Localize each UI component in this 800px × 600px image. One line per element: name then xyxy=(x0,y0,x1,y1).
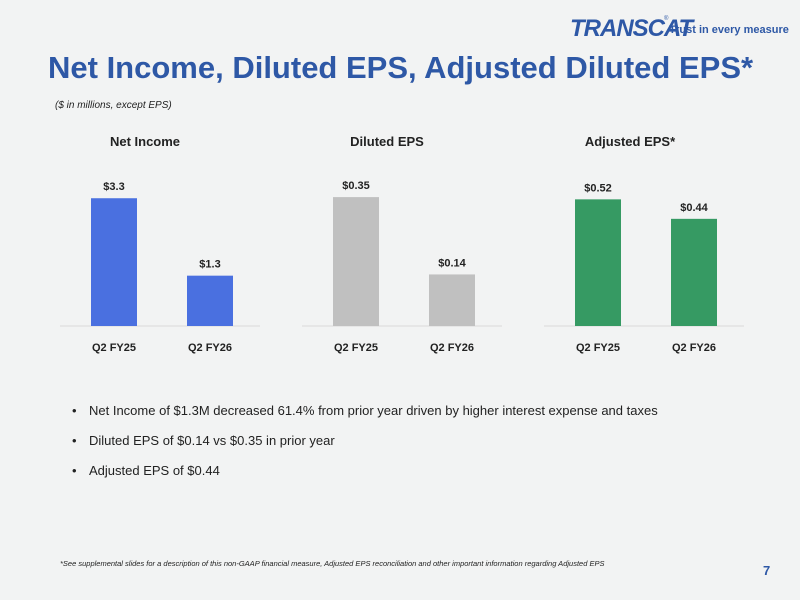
bar-diluted-eps-1 xyxy=(333,197,379,326)
footnote: *See supplemental slides for a descripti… xyxy=(60,559,605,568)
tick-label-diluted-eps-1: Q2 FY25 xyxy=(334,342,378,354)
tick-label-net-income-1: Q2 FY25 xyxy=(92,342,136,354)
bar-adjusted-eps-1 xyxy=(575,199,621,326)
logo-wordmark: TRANSCAT xyxy=(570,15,693,42)
bar-adjusted-eps-2 xyxy=(671,218,717,326)
data-label-adjusted-eps-1: $0.52 xyxy=(584,182,612,194)
data-label-diluted-eps-1: $0.35 xyxy=(342,180,370,192)
chart-title-net-income: Net Income xyxy=(109,134,181,149)
data-label-diluted-eps-2: $0.14 xyxy=(438,257,466,269)
bullet-dot: • xyxy=(72,403,77,418)
bullet-dot: • xyxy=(72,463,77,478)
bullet-text: Diluted EPS of $0.14 vs $0.35 in prior y… xyxy=(89,433,335,448)
bar-net-income-2 xyxy=(187,275,233,326)
page-title: Net Income, Diluted EPS, Adjusted Dilute… xyxy=(48,50,754,85)
tick-label-net-income-2: Q2 FY26 xyxy=(188,342,232,354)
data-label-adjusted-eps-2: $0.44 xyxy=(680,202,708,214)
bullet-text: Net Income of $1.3M decreased 61.4% from… xyxy=(89,403,658,418)
bullet-dot: • xyxy=(72,433,77,448)
tick-label-adjusted-eps-2: Q2 FY26 xyxy=(672,342,716,354)
units-note: ($ in millions, except EPS) xyxy=(55,100,172,111)
logo-tagline: Trust in every measure xyxy=(669,24,789,36)
page-number: 7 xyxy=(763,563,771,578)
chart-title-diluted-eps: Diluted EPS xyxy=(350,134,424,149)
tick-label-diluted-eps-2: Q2 FY26 xyxy=(430,342,474,354)
bullet-item: • Adjusted EPS of $0.44 xyxy=(72,462,658,479)
bullet-item: • Diluted EPS of $0.14 vs $0.35 in prior … xyxy=(72,432,658,449)
chart-title-adjusted-eps: Adjusted EPS* xyxy=(584,134,676,149)
transcat-logo: TRANSCAT ® Trust in every measure xyxy=(570,15,789,42)
tick-label-adjusted-eps-1: Q2 FY25 xyxy=(576,342,620,354)
bar-diluted-eps-2 xyxy=(429,274,475,326)
bullet-text: Adjusted EPS of $0.44 xyxy=(89,463,220,478)
data-label-net-income-2: $1.3 xyxy=(199,259,220,271)
bar-net-income-1 xyxy=(91,198,137,326)
data-label-net-income-1: $3.3 xyxy=(103,181,124,193)
bullet-item: • Net Income of $1.3M decreased 61.4% fro… xyxy=(72,402,658,419)
summary-bullets: • Net Income of $1.3M decreased 61.4% fro… xyxy=(72,402,658,492)
logo-registered-mark: ® xyxy=(664,16,669,22)
